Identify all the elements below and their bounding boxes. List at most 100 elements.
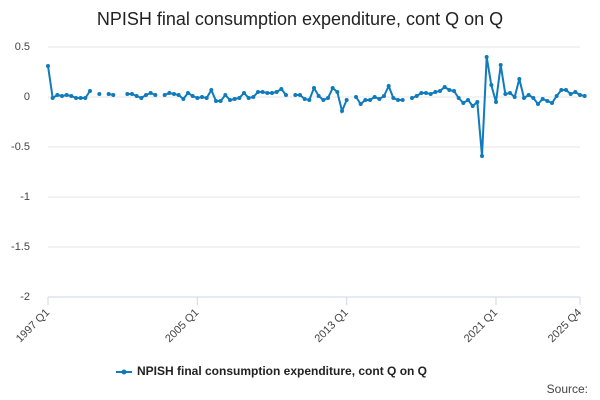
data-point: [517, 77, 522, 81]
data-point: [414, 94, 419, 98]
data-point: [298, 93, 302, 97]
data-point: [368, 98, 372, 102]
data-point: [223, 93, 228, 97]
y-tick-label: -1: [20, 191, 30, 203]
data-point: [111, 93, 116, 97]
data-point: [50, 96, 55, 100]
data-point: [181, 97, 186, 101]
data-point: [447, 88, 452, 92]
data-point: [125, 92, 130, 96]
data-point: [186, 91, 190, 95]
data-point: [330, 86, 335, 90]
data-point: [274, 90, 279, 94]
data-point: [498, 63, 503, 67]
data-point: [526, 93, 531, 97]
data-point: [382, 94, 386, 98]
data-point: [279, 87, 284, 91]
data-point: [106, 92, 111, 96]
chart-title: NPISH final consumption expenditure, con…: [97, 9, 503, 29]
data-point: [256, 90, 260, 94]
data-point: [470, 104, 475, 108]
data-point: [153, 93, 158, 97]
data-point: [97, 92, 102, 96]
data-point: [372, 95, 377, 99]
data-point: [218, 99, 223, 103]
x-tick-label: 2025 Q4: [546, 307, 584, 345]
data-point: [582, 94, 587, 98]
legend-marker: [121, 369, 127, 375]
data-point: [452, 89, 456, 93]
data-point: [176, 93, 181, 97]
data-point: [265, 91, 270, 95]
data-point: [88, 89, 92, 93]
data-point: [354, 95, 358, 99]
data-point: [480, 154, 484, 158]
data-point: [466, 98, 470, 102]
data-point: [503, 92, 508, 96]
x-tick-label: 2013 Q1: [313, 307, 351, 345]
data-point: [270, 91, 274, 95]
data-point: [396, 98, 400, 102]
data-point: [512, 95, 517, 99]
data-point: [433, 90, 438, 94]
data-point: [172, 92, 176, 96]
data-point: [461, 101, 466, 105]
data-point: [522, 96, 526, 100]
data-point: [400, 98, 405, 102]
data-point: [246, 96, 251, 100]
data-point: [531, 96, 536, 100]
data-point: [293, 93, 298, 97]
y-tick-label: -2: [20, 291, 30, 303]
data-point: [237, 96, 242, 100]
data-point: [134, 94, 139, 98]
data-point: [508, 91, 512, 95]
data-point: [251, 95, 256, 99]
y-tick-label: 0.5: [15, 41, 30, 53]
data-point: [540, 97, 545, 101]
data-point: [232, 97, 237, 101]
data-point: [442, 85, 447, 89]
data-point: [130, 92, 134, 96]
data-point: [340, 109, 344, 113]
data-point: [209, 88, 214, 92]
data-point: [46, 64, 50, 68]
x-tick-label: 1997 Q1: [14, 307, 52, 345]
data-point: [162, 93, 167, 97]
data-point: [419, 91, 424, 95]
data-point: [64, 93, 69, 97]
data-point: [190, 94, 195, 98]
data-point: [494, 100, 498, 104]
data-point: [410, 96, 414, 100]
x-tick-label: 2005 Q1: [163, 307, 201, 345]
data-point: [564, 88, 568, 92]
data-point: [386, 84, 391, 88]
data-point: [284, 93, 288, 97]
data-point: [83, 96, 88, 100]
legend-label: NPISH final consumption expenditure, con…: [137, 364, 427, 378]
data-point: [484, 55, 489, 59]
data-point: [475, 100, 480, 104]
data-point: [377, 97, 382, 101]
data-point: [335, 90, 340, 94]
data-point: [363, 98, 368, 102]
data-point: [316, 94, 321, 98]
data-point: [326, 96, 330, 100]
data-point: [200, 95, 204, 99]
x-tick-label: 2021 Q1: [462, 307, 500, 345]
data-point: [312, 86, 316, 90]
data-point: [489, 83, 494, 87]
data-point: [260, 90, 265, 94]
data-point: [69, 94, 74, 98]
data-point: [144, 93, 148, 97]
data-point: [60, 94, 64, 98]
data-point: [358, 102, 363, 106]
data-point: [55, 93, 60, 97]
data-point: [536, 102, 540, 106]
y-tick-label: 0: [24, 91, 30, 103]
data-point: [74, 96, 78, 100]
data-point: [554, 94, 559, 98]
data-point: [204, 96, 209, 100]
data-point: [456, 96, 461, 100]
y-tick-label: -0.5: [11, 141, 30, 153]
